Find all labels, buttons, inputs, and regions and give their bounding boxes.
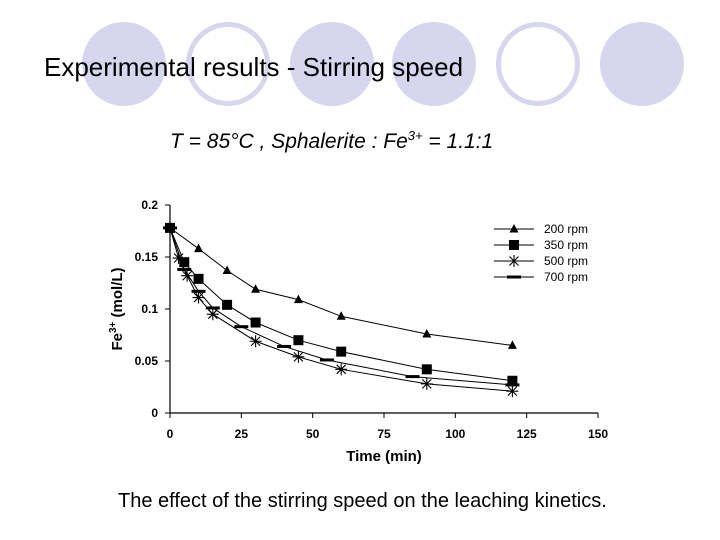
data-point-500-rpm	[335, 363, 348, 376]
y-tick-label: 0.05	[135, 354, 159, 368]
series-700-rpm	[163, 226, 520, 387]
data-point-500-rpm	[192, 291, 205, 304]
y-tick-label: 0.15	[135, 250, 159, 264]
x-tick-label: 150	[588, 427, 608, 441]
slide-subtitle: T = 85°C , Sphalerite : Fe3+ = 1.1:1	[170, 128, 493, 154]
x-tick-label: 75	[377, 427, 391, 441]
data-point-700-rpm	[319, 358, 334, 362]
subtitle-superscript: 3+	[407, 128, 423, 143]
legend-marker-350-rpm	[509, 240, 519, 250]
legend-item-500-rpm: 500 rpm	[494, 254, 588, 268]
x-tick-label: 100	[445, 427, 465, 441]
data-point-350-rpm	[336, 346, 347, 357]
y-axis-title-sup: 3+	[108, 321, 119, 333]
data-point-700-rpm	[405, 375, 420, 379]
y-tick-label: 0.2	[141, 198, 158, 212]
slide-caption: The effect of the stirring speed on the …	[118, 490, 607, 512]
y-tick-label: 0.1	[141, 302, 158, 316]
legend-label-500-rpm: 500 rpm	[544, 254, 588, 268]
x-tick-label: 0	[167, 427, 174, 441]
data-point-700-rpm	[234, 325, 249, 329]
decor-circle-3	[290, 22, 374, 106]
legend-label-350-rpm: 350 rpm	[544, 238, 588, 252]
x-tick-label: 125	[517, 427, 537, 441]
data-point-350-rpm	[293, 335, 304, 346]
decor-circle-1	[82, 22, 166, 106]
data-point-200-rpm	[251, 284, 261, 293]
data-point-500-rpm	[206, 308, 219, 321]
data-point-700-rpm	[191, 289, 206, 293]
data-point-700-rpm	[177, 267, 192, 271]
y-axis-title: Fe3+ (mol/L)	[108, 267, 126, 350]
legend-label-700-rpm: 700 rpm	[544, 270, 588, 284]
series-350-rpm	[165, 222, 518, 386]
legend-item-700-rpm: 700 rpm	[494, 270, 588, 284]
legend-marker-200-rpm	[509, 224, 519, 233]
data-point-200-rpm	[293, 294, 303, 304]
data-point-500-rpm	[172, 252, 185, 265]
subtitle-prefix: T = 85°C , Sphalerite : Fe	[170, 130, 408, 153]
slide-title: Experimental results - Stirring speed	[44, 52, 464, 82]
data-point-200-rpm	[507, 340, 517, 349]
data-point-700-rpm	[205, 306, 220, 310]
data-point-350-rpm	[507, 375, 518, 386]
legend-marker-500-rpm	[508, 255, 520, 267]
data-point-700-rpm	[163, 226, 177, 230]
y-tick-label: 0	[151, 406, 158, 420]
decor-circle-2	[186, 22, 270, 106]
data-point-500-rpm	[420, 377, 433, 390]
data-point-350-rpm	[193, 273, 204, 284]
decor-circle-5	[496, 22, 580, 106]
decor-circle-4	[392, 22, 476, 106]
y-axis-title-unit: (mol/L)	[109, 267, 126, 321]
legend-item-200-rpm: 200 rpm	[494, 222, 588, 236]
x-tick-label: 25	[235, 427, 249, 441]
fe3-concentration-chart: 0 25 50 75 100 125 150 0 0.05 0.1 0.15 0.2 200 rpm 3…	[108, 198, 609, 465]
data-point-200-rpm	[422, 328, 432, 338]
series-layer	[163, 221, 520, 398]
data-point-700-rpm	[505, 383, 520, 387]
legend-label-200-rpm: 200 rpm	[544, 222, 588, 236]
data-point-350-rpm	[179, 257, 190, 268]
series-line-200-rpm	[169, 227, 513, 346]
data-point-500-rpm	[249, 335, 262, 348]
data-point-500-rpm	[506, 385, 519, 398]
series-500-rpm	[164, 221, 519, 398]
data-point-200-rpm	[194, 243, 204, 253]
series-200-rpm	[165, 222, 517, 349]
subtitle-suffix: = 1.1:1	[422, 130, 494, 153]
ticks-layer: 0 25 50 75 100 125 150 0 0.05 0.1 0.15 0.2	[135, 198, 609, 441]
data-point-350-rpm	[421, 364, 432, 375]
legend: 200 rpm 350 rpm 500 rpm 700 rpm	[494, 222, 588, 284]
data-point-350-rpm	[222, 299, 233, 310]
legend-marker-700-rpm	[507, 275, 521, 279]
decor-circle-6	[600, 22, 684, 106]
series-line-700-rpm	[169, 227, 513, 386]
x-axis-title: Time (min)	[346, 448, 422, 465]
x-tick-label: 50	[306, 427, 320, 441]
data-point-700-rpm	[277, 344, 292, 348]
data-point-500-rpm	[181, 269, 194, 282]
series-line-500-rpm	[169, 227, 513, 392]
y-axis-title-main: Fe	[109, 333, 126, 351]
data-point-200-rpm	[336, 311, 346, 320]
data-point-500-rpm	[292, 350, 305, 363]
legend-item-350-rpm: 350 rpm	[494, 238, 588, 252]
data-point-350-rpm	[250, 317, 261, 328]
data-point-200-rpm	[222, 265, 232, 275]
series-line-350-rpm	[169, 227, 513, 382]
